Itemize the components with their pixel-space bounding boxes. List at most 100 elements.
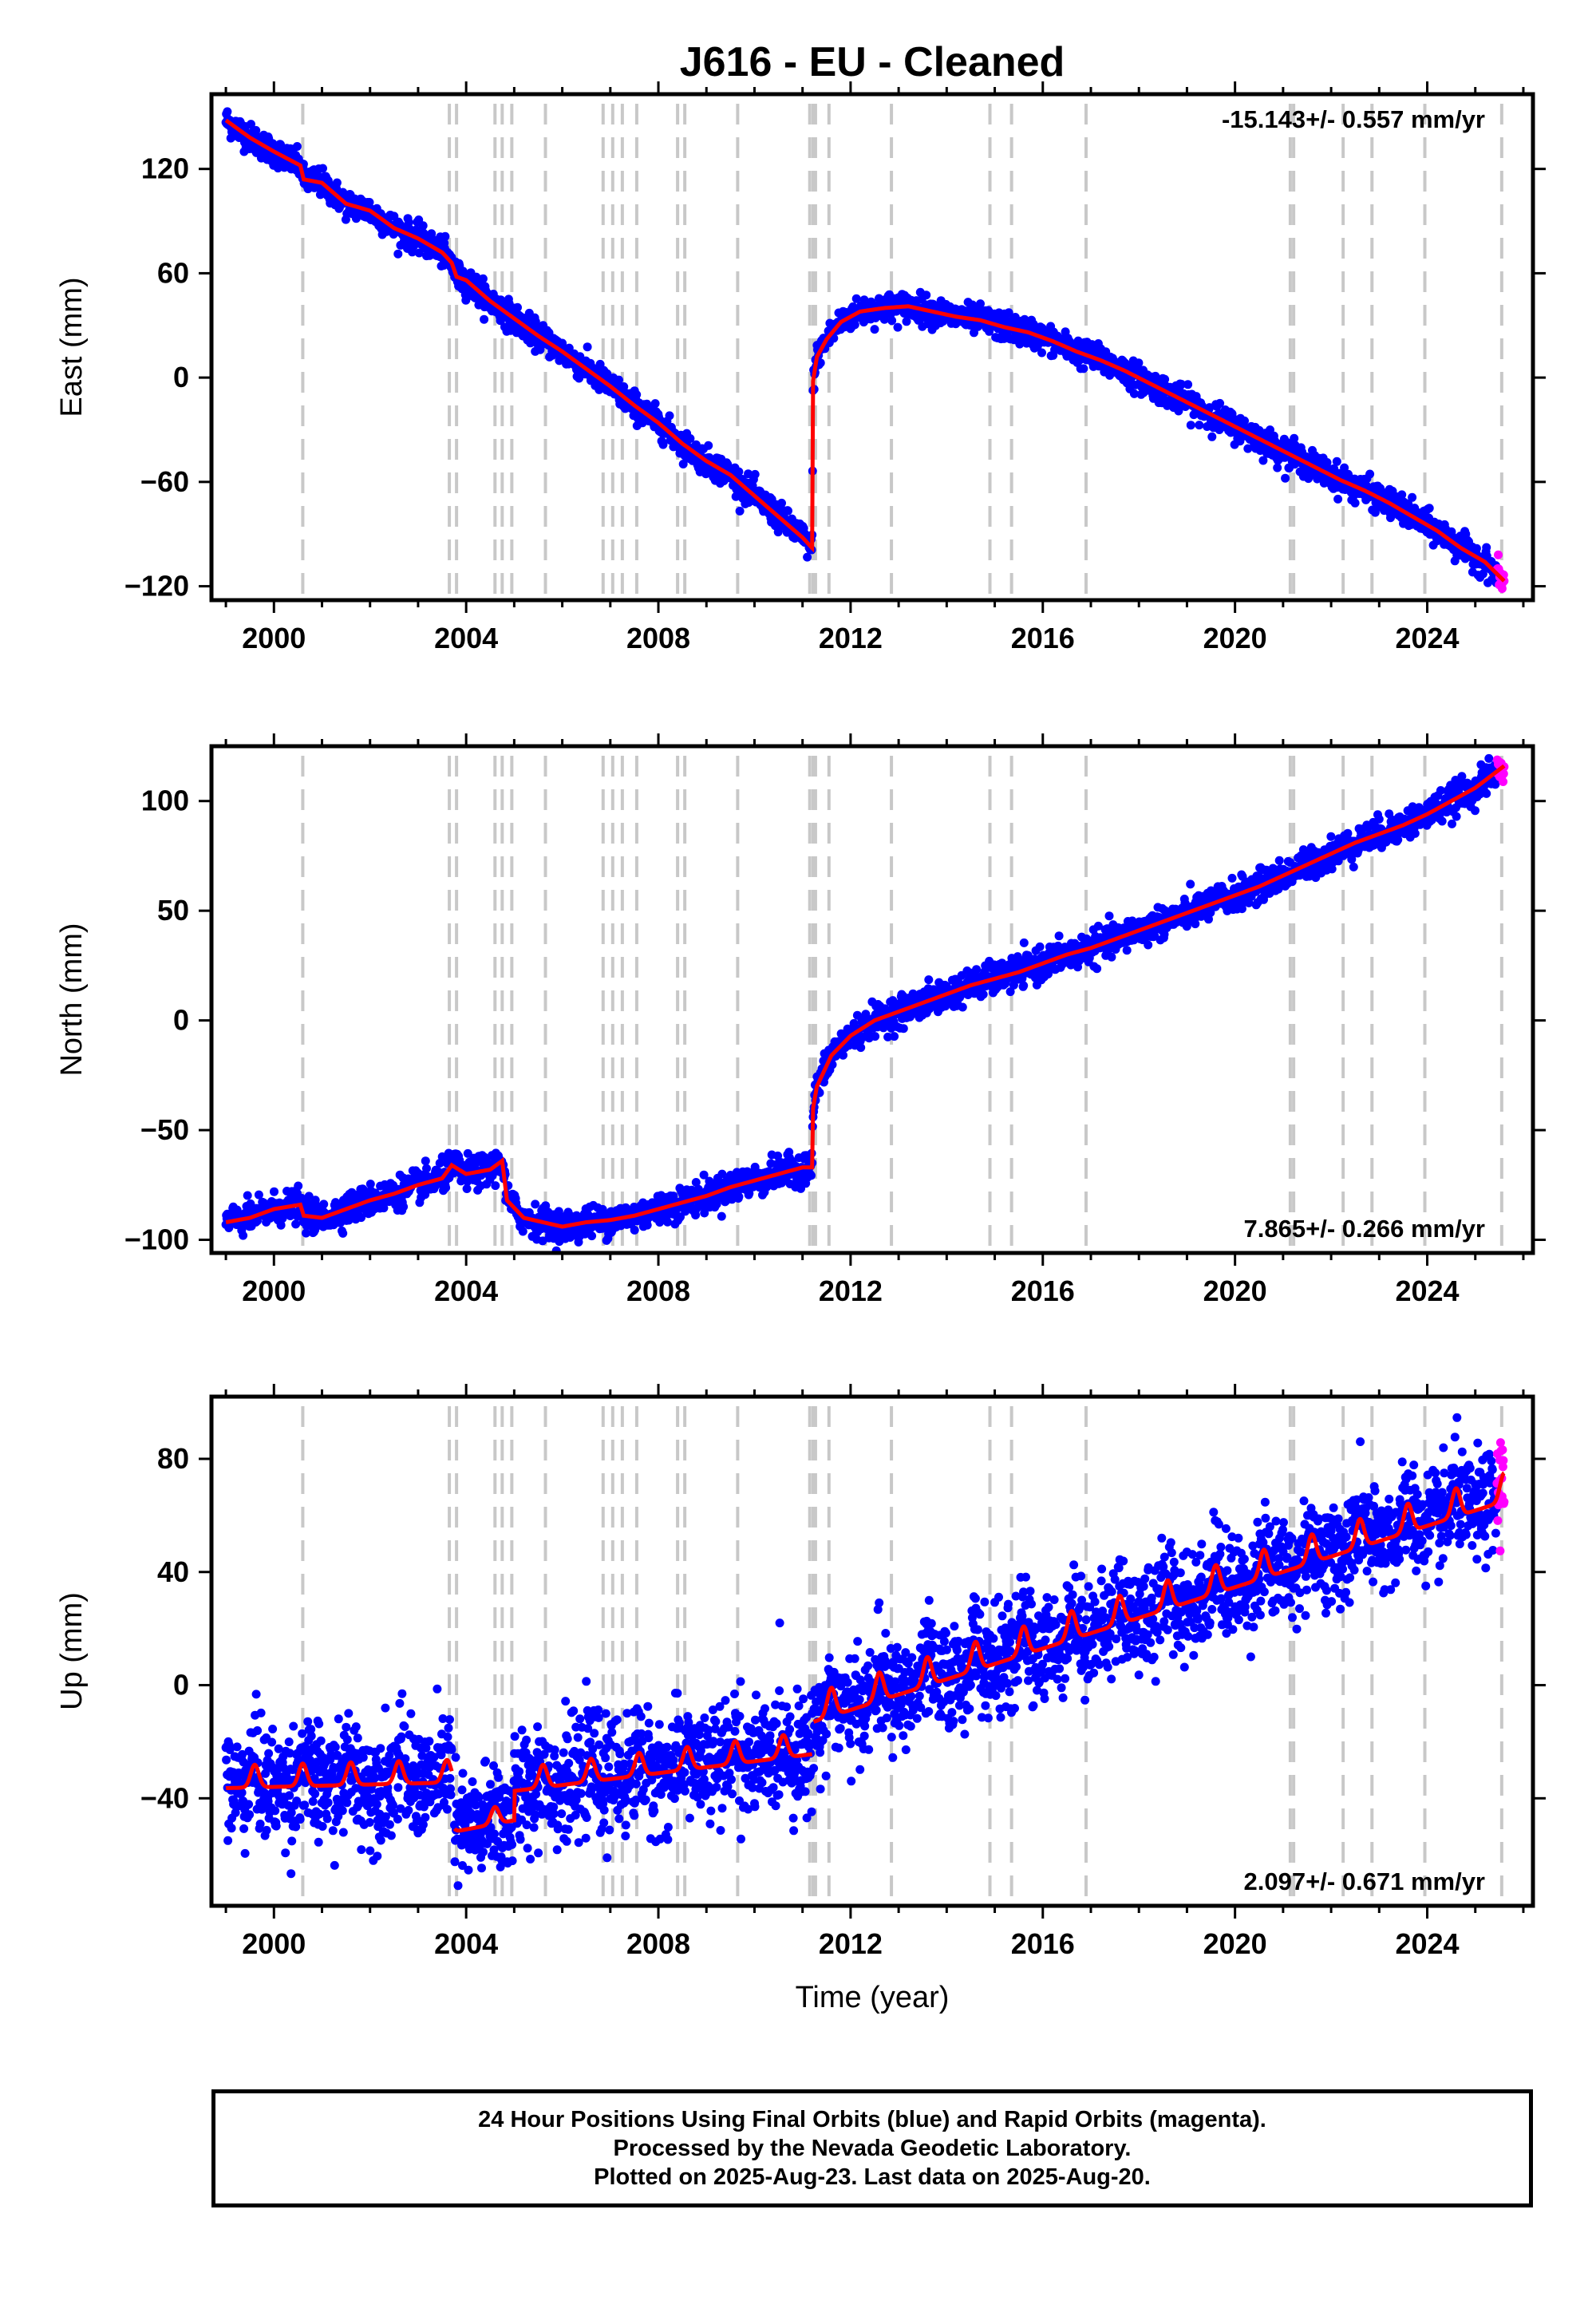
x-tick-label: 2000 [242,622,306,654]
final-point [1340,463,1349,472]
model-line [224,118,1506,583]
final-point [1207,432,1217,441]
final-point [650,399,660,409]
y-tick-label: −120 [124,570,189,603]
final-point [338,1228,348,1238]
final-point [491,1181,500,1191]
final-point [1408,492,1417,502]
scatter-points [221,753,1509,1253]
final-point [658,440,668,449]
final-point [1122,946,1132,955]
final-point [440,231,450,241]
final-point [704,441,713,450]
final-point [1215,398,1225,408]
final-point [899,1024,908,1034]
final-point [1322,458,1332,467]
final-point [1160,374,1170,384]
final-point [922,290,931,300]
final-point [1258,456,1268,465]
final-point [318,164,327,173]
final-point [461,295,471,305]
final-point [587,1231,597,1241]
panel-east: 2000 2004 2008 2012 2016 2020 2024120600−60−12… [55,81,1546,654]
final-point [870,325,879,334]
final-point [893,322,903,332]
final-point [685,434,695,443]
plot-frame [209,92,1535,603]
final-point [1424,504,1434,513]
final-point [365,198,374,207]
final-point [531,1199,540,1209]
final-point [1144,940,1153,950]
final-point [393,249,403,259]
final-point [1186,421,1195,430]
final-point [734,467,744,476]
final-point [663,1217,672,1227]
final-point [717,1211,726,1221]
final-point [422,1164,431,1173]
final-point [734,1192,744,1201]
final-point [1019,938,1029,947]
final-point [1037,348,1046,358]
final-point [816,358,825,368]
final-point [1227,873,1237,883]
scatter-points [221,107,1509,593]
final-point [642,1220,652,1230]
final-point [777,498,786,508]
x-tick-label: 2024 [1395,622,1459,654]
final-point [294,1181,303,1191]
final-point [803,552,812,562]
final-point [421,1156,430,1166]
final-point [1332,456,1341,466]
final-point [773,528,783,537]
final-point [1350,498,1360,508]
final-point [890,1032,899,1041]
final-point [630,1225,639,1235]
final-point [665,411,674,421]
final-point [291,1219,301,1229]
final-point [839,1050,847,1060]
final-point [247,120,255,129]
final-point [750,469,760,479]
final-point [879,314,889,324]
final-point [784,506,792,516]
final-point [807,1171,816,1180]
final-point [1333,494,1343,504]
final-point [902,317,911,326]
y-axis-label: East (mm) [55,277,89,417]
final-point [273,164,282,173]
final-point [1290,433,1299,443]
final-point [887,316,897,326]
final-point [441,1183,451,1192]
final-point [924,975,934,985]
final-point [1019,981,1029,990]
final-point [958,1002,967,1012]
final-point [279,163,289,172]
y-tick-label: 120 [141,152,189,185]
final-point [972,965,982,974]
final-point [1274,856,1284,865]
final-point [1129,389,1139,398]
final-point [418,221,428,231]
final-point [399,1202,409,1211]
final-point [478,274,488,283]
final-point [1004,308,1013,318]
final-point [851,294,861,303]
panel-north: 2000 2004 2008 2012 2016 2020 2024100500−50−10… [55,733,1546,1307]
chart-title: J616 - EU - Cleaned [680,39,1065,85]
final-point [678,460,688,468]
final-point [1092,964,1102,974]
final-point [856,1043,866,1053]
final-point [1326,832,1336,841]
final-point [319,1199,329,1209]
x-tick-label: 2020 [1203,622,1267,654]
final-point [480,314,489,324]
x-tick-label: 2016 [1011,622,1075,654]
rapid-point [1494,550,1503,559]
final-point [978,990,988,999]
final-point [1183,380,1193,389]
final-point [632,390,642,399]
y-tick-label: 0 [173,361,189,393]
final-point [518,1227,527,1236]
